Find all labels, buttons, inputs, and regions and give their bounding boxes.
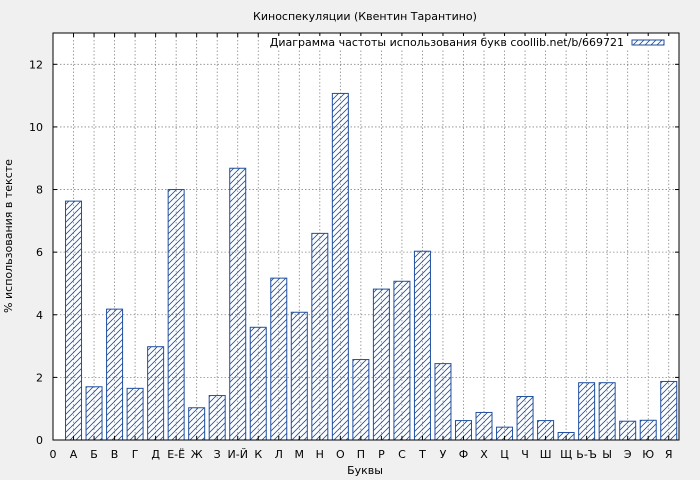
x-tick-label: С [398,448,406,461]
legend-box [278,36,676,50]
bar [311,232,329,441]
bar [290,311,308,441]
x-axis-label: Буквы [347,464,383,477]
bar [660,380,678,441]
x-tick-label: В [111,448,119,461]
bar [598,382,616,441]
bar [475,411,493,441]
x-tick-label: Э [624,448,632,461]
bar [188,407,206,441]
y-tick-label: 2 [36,371,43,384]
bar [516,395,534,441]
x-tick-label: Д [151,448,160,461]
x-tick-label: Я [665,448,673,461]
bar [147,346,165,441]
x-tick-label: Ь-Ъ [576,448,597,461]
x-tick-label: А [70,448,78,461]
x-tick-label: П [357,448,365,461]
chart-title: Киноспекуляции (Квентин Тарантино) [253,10,477,23]
x-tick-label: Ц [500,448,509,461]
bar [393,280,411,441]
x-tick-label: И-Й [228,448,248,461]
legend: Диаграмма частоты использования букв coo… [270,36,676,50]
bar [413,250,431,441]
plot-frame [52,32,680,441]
bar [578,382,596,441]
x-tick-label: К [254,448,262,461]
x-tick-label: З [214,448,221,461]
x-tick-label: Е-Ё [167,448,185,461]
x-tick-label: Ю [642,448,654,461]
bar [270,277,288,441]
x-tick-label: Х [480,448,488,461]
bar [106,308,124,441]
y-tick-label: 4 [36,309,43,322]
x-tick-label: Щ [560,448,572,461]
x-tick-label: Ф [459,448,468,461]
bar [126,387,144,441]
x-tick-label: Н [316,448,324,461]
x-tick-label: Л [275,448,283,461]
x-tick-label: Ч [521,448,529,461]
bars [65,92,678,441]
bar [167,189,185,441]
legend-label: Диаграмма частоты использования букв coo… [270,36,624,49]
x-axis-ticks: 0 А Б В Г Д Е-Ё Ж З И-Й К Л М Н О П Р С Т У Ф Х Ц Ч Ш Щ Ь-Ъ Ы Э Ю Я [50,33,673,461]
grid [53,33,679,440]
y-axis-label: % использования в тексте [2,159,15,313]
y-tick-label: 0 [36,434,43,447]
x-tick-label: Г [132,448,139,461]
x-tick-label: 0 [50,448,57,461]
x-tick-label: О [336,448,345,461]
bar [65,200,83,441]
bar [249,326,267,441]
bar [372,288,390,441]
y-tick-label: 12 [29,58,43,71]
x-tick-label: Ш [540,448,552,461]
y-tick-label: 8 [36,184,43,197]
legend-swatch [631,39,665,46]
x-tick-label: Ы [602,448,612,461]
x-tick-label: Р [378,448,385,461]
x-tick-label: У [440,448,447,461]
x-tick-label: М [295,448,305,461]
x-tick-label: Т [418,448,426,461]
bar [85,386,103,441]
bar [352,359,370,441]
bar [208,395,226,441]
y-axis-ticks: 0 2 4 6 8 10 12 [29,58,679,447]
y-tick-label: 6 [36,246,43,259]
bar [331,92,349,441]
bar [434,363,452,441]
x-tick-label: Ж [191,448,203,461]
bar [229,167,247,441]
x-tick-label: Б [90,448,98,461]
y-tick-label: 10 [29,121,43,134]
